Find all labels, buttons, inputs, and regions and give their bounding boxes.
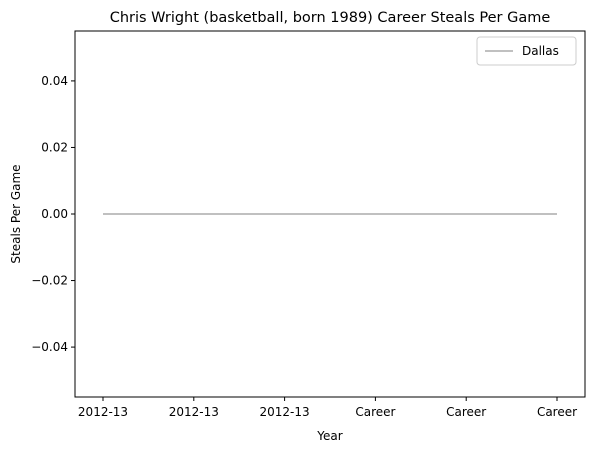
y-tick-label: −0.02 [31, 274, 68, 288]
legend: Dallas [476, 36, 577, 66]
y-axis: −0.04 −0.02 0.00 0.02 0.04 [31, 74, 75, 354]
chart-title: Chris Wright (basketball, born 1989) Car… [110, 10, 551, 26]
x-tick-label: Career [355, 405, 395, 419]
x-tick-label: Career [537, 405, 577, 419]
y-tick-label: −0.04 [31, 340, 68, 354]
legend-box [476, 36, 577, 66]
x-tick-label: 2012-13 [78, 405, 128, 419]
y-tick-label: 0.04 [41, 74, 68, 88]
x-axis-label: Year [316, 429, 342, 443]
y-tick-label: 0.02 [41, 140, 68, 154]
y-axis-label: Steals Per Game [9, 164, 23, 263]
y-tick-label: 0.00 [41, 207, 68, 221]
x-tick-label: Career [446, 405, 486, 419]
x-axis: 2012-13 2012-13 2012-13 Career Career Career [78, 397, 577, 419]
legend-label-dallas: Dallas [522, 44, 559, 58]
x-tick-label: 2012-13 [169, 405, 219, 419]
x-tick-label: 2012-13 [260, 405, 310, 419]
